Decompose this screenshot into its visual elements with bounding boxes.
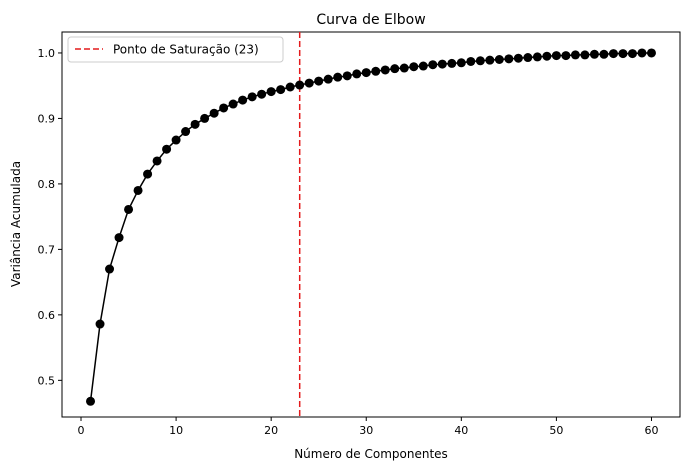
y-tick-label: 0.6 <box>38 309 56 322</box>
data-point <box>542 51 552 61</box>
data-point <box>513 53 523 63</box>
data-point <box>266 87 276 97</box>
data-point <box>561 51 571 61</box>
data-point <box>466 56 476 66</box>
data-point <box>314 76 324 86</box>
data-point <box>247 92 257 102</box>
data-point <box>523 53 533 63</box>
data-point <box>437 59 447 69</box>
data-point <box>475 56 485 66</box>
data-point <box>105 264 115 274</box>
data-point <box>361 68 371 78</box>
x-axis: 0 10 20 30 40 50 60 <box>78 417 658 437</box>
data-point <box>114 233 124 243</box>
data-point <box>257 89 267 99</box>
data-point <box>428 60 438 70</box>
data-point <box>447 58 457 68</box>
data-point <box>238 95 248 105</box>
x-axis-label: Número de Componentes <box>294 447 448 461</box>
data-point <box>418 61 428 71</box>
data-point <box>143 169 153 179</box>
data-point <box>285 82 295 92</box>
data-point <box>86 396 96 406</box>
plot-frame <box>61 31 681 418</box>
data-point <box>162 144 172 154</box>
y-tick-label: 0.5 <box>38 374 56 387</box>
data-point <box>95 319 105 329</box>
data-point <box>371 66 381 76</box>
x-tick-label: 0 <box>78 424 85 437</box>
data-point <box>532 52 542 62</box>
data-point <box>494 55 504 64</box>
data-point <box>295 80 305 90</box>
data-point <box>399 63 409 73</box>
data-point <box>304 78 314 88</box>
data-point <box>570 50 580 60</box>
data-point <box>333 72 343 82</box>
data-point <box>580 50 590 60</box>
data-point <box>171 135 181 145</box>
y-axis-label: Variância Acumulada <box>9 161 23 287</box>
y-tick-label: 0.8 <box>38 178 56 191</box>
data-point <box>380 65 390 75</box>
data-point <box>124 204 134 214</box>
series-markers <box>86 48 656 406</box>
legend-box <box>67 36 284 63</box>
data-point <box>228 99 238 109</box>
x-tick-label: 40 <box>454 424 468 437</box>
x-tick-label: 30 <box>359 424 373 437</box>
data-point <box>608 49 618 59</box>
data-point <box>409 62 419 72</box>
data-point <box>133 185 143 195</box>
data-point <box>618 49 628 59</box>
legend-label: Ponto de Saturação (23) <box>113 43 259 57</box>
y-tick-label: 0.9 <box>38 112 56 125</box>
y-tick-label: 1.0 <box>38 47 56 60</box>
data-point <box>551 51 561 61</box>
data-point <box>219 103 229 113</box>
data-point <box>200 113 210 123</box>
data-point <box>342 71 352 81</box>
series-line <box>89 52 652 402</box>
data-point <box>504 54 514 64</box>
data-point <box>352 69 362 79</box>
data-point <box>276 85 286 95</box>
y-axis: 0.5 0.6 0.7 0.8 0.9 1.0 <box>38 47 62 387</box>
chart-title: Curva de Elbow <box>316 12 425 28</box>
data-point <box>589 49 599 59</box>
x-tick-label: 20 <box>264 424 278 437</box>
data-point <box>190 119 200 129</box>
data-point <box>152 156 162 166</box>
x-tick-label: 50 <box>549 424 563 437</box>
data-point <box>599 49 609 59</box>
data-point <box>627 49 637 59</box>
data-point <box>323 74 333 84</box>
data-point <box>209 108 219 118</box>
y-tick-label: 0.7 <box>38 243 56 256</box>
x-tick-label: 60 <box>644 424 658 437</box>
data-point <box>456 58 466 68</box>
data-point <box>637 48 647 58</box>
legend: Ponto de Saturação (23) <box>67 36 284 63</box>
data-point <box>646 48 656 58</box>
data-point <box>181 127 191 137</box>
x-tick-label: 10 <box>169 424 183 437</box>
data-point <box>485 55 495 65</box>
data-point <box>390 64 400 74</box>
